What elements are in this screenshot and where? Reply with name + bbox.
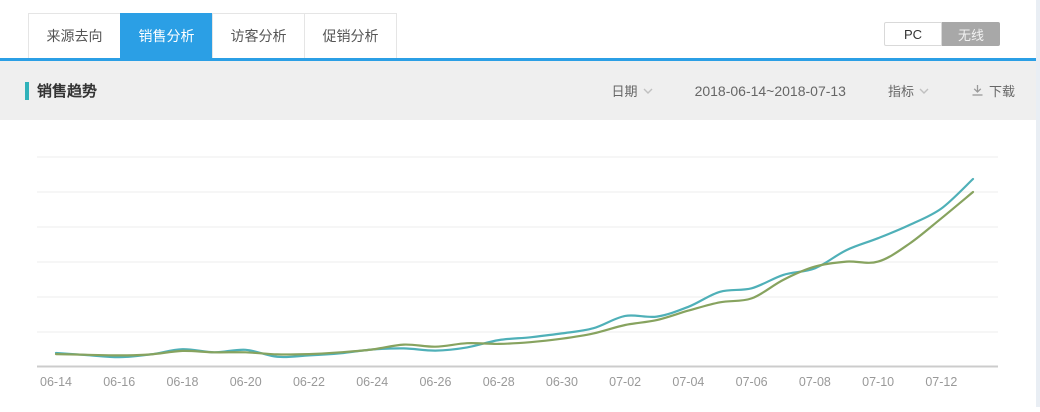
x-axis-tick-label: 07-10 — [862, 375, 894, 389]
date-range-value[interactable]: 2018-06-14~2018-07-13 — [694, 82, 846, 99]
section-accent-bar — [25, 81, 29, 100]
x-axis-tick-label: 06-28 — [483, 375, 515, 389]
download-icon — [971, 84, 984, 97]
series-line-teal-series — [54, 177, 975, 359]
x-axis-tick-label: 07-12 — [925, 375, 957, 389]
x-axis-tick-label: 06-20 — [230, 375, 262, 389]
x-axis-tick-label: 07-04 — [672, 375, 704, 389]
page-background-strip — [1036, 0, 1040, 407]
line-chart-canvas: 06-14 06-16 06-18 06-20 06-22 06-24 06-26 06-28… — [37, 156, 998, 389]
section-title: 销售趋势 — [37, 83, 98, 100]
x-axis-tick-label: 06-22 — [293, 375, 325, 389]
x-axis-tick-label: 06-14 — [40, 375, 72, 389]
section-title-group: 销售趋势 — [25, 80, 97, 101]
metric-filter-label: 指标 — [887, 84, 914, 99]
x-axis-tick-label: 06-26 — [419, 375, 451, 389]
x-axis-tick-label: 06-18 — [166, 375, 198, 389]
date-filter-label: 日期 — [611, 84, 638, 99]
x-axis-tick-label: 07-02 — [609, 375, 641, 389]
chevron-down-icon — [643, 88, 653, 94]
metric-filter-dropdown[interactable]: 指标 — [888, 81, 929, 100]
tab-visitor-analysis[interactable]: 访客分析 — [212, 13, 305, 58]
x-axis-tick-label: 06-16 — [103, 375, 135, 389]
toggle-wireless[interactable]: 无线 — [942, 22, 1000, 46]
download-button[interactable]: 下载 — [971, 81, 1015, 100]
platform-toggle: PC 无线 — [884, 22, 1000, 46]
x-axis-tick-label: 06-24 — [356, 375, 388, 389]
section-header: 销售趋势 日期 2018-06-14~2018-07-13 指标 — [0, 61, 1036, 120]
tabbar-underline — [0, 58, 1036, 61]
x-axis-tick-label: 06-30 — [546, 375, 578, 389]
chart-controls: 日期 2018-06-14~2018-07-13 指标 下载 — [612, 81, 1015, 100]
tab-source-destination[interactable]: 来源去向 — [28, 13, 121, 58]
series-line-green-series — [54, 190, 975, 357]
toggle-pc[interactable]: PC — [884, 22, 942, 46]
date-filter-dropdown[interactable]: 日期 — [612, 81, 653, 100]
tab-sales-analysis[interactable]: 销售分析 — [120, 13, 213, 58]
tab-promotion-analysis[interactable]: 促销分析 — [304, 13, 397, 58]
x-axis-tick-label: 07-06 — [736, 375, 768, 389]
chevron-down-icon — [919, 88, 929, 94]
sales-trend-chart: 06-14 06-16 06-18 06-20 06-22 06-24 06-26 06-28… — [0, 120, 1036, 407]
x-axis-tick-label: 07-08 — [799, 375, 831, 389]
download-label: 下载 — [988, 84, 1015, 99]
analysis-tabbar: 来源去向 销售分析 访客分析 促销分析 — [28, 13, 397, 58]
